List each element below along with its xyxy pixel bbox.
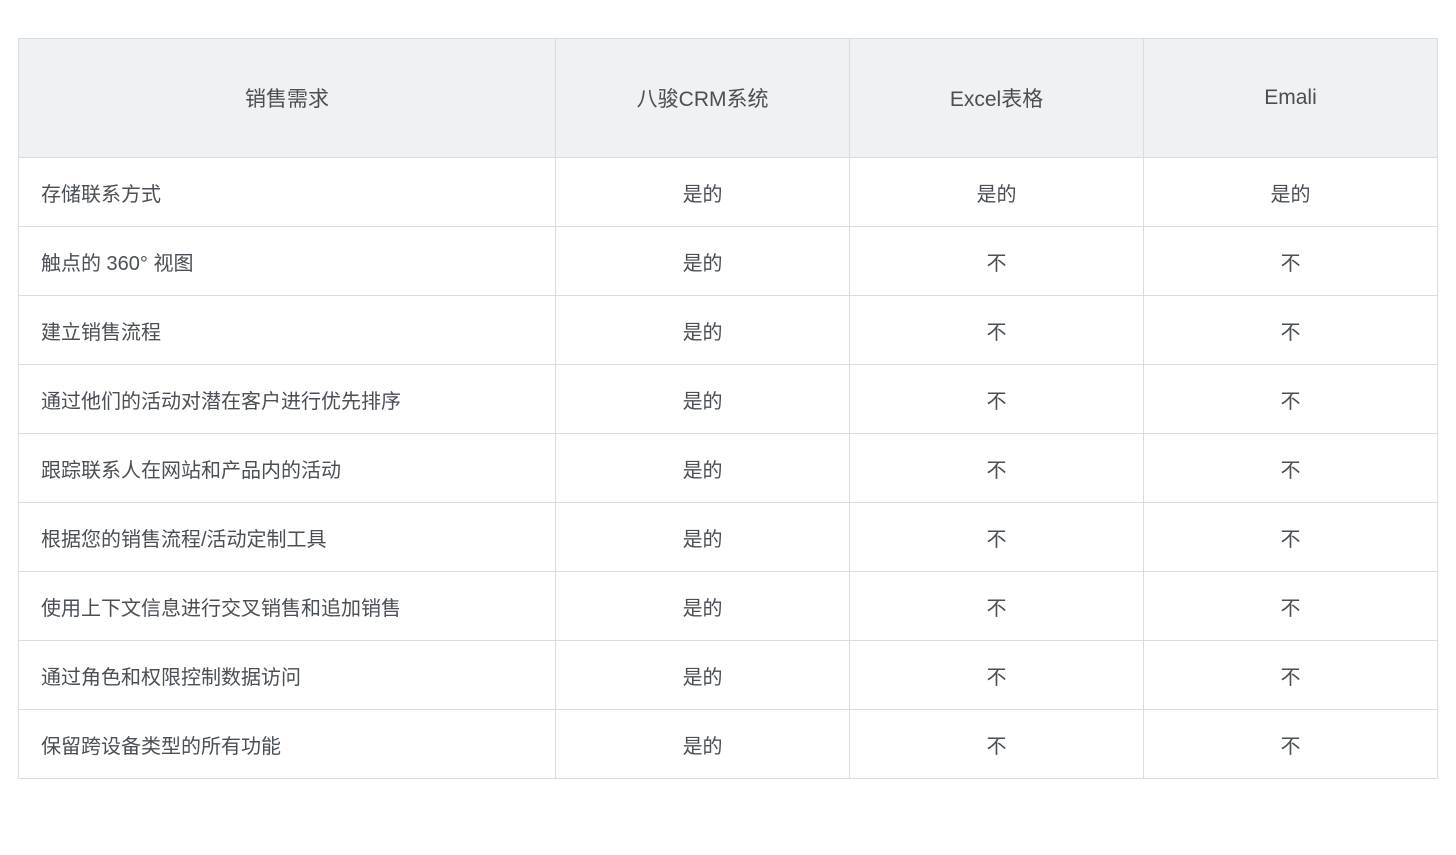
table-row: 保留跨设备类型的所有功能 是的 不 不 — [19, 710, 1438, 779]
cell-feature: 使用上下文信息进行交叉销售和追加销售 — [19, 572, 556, 641]
table-row: 通过角色和权限控制数据访问 是的 不 不 — [19, 641, 1438, 710]
table-header-row: 销售需求 八骏CRM系统 Excel表格 Emali — [19, 39, 1438, 158]
table-row: 根据您的销售流程/活动定制工具 是的 不 不 — [19, 503, 1438, 572]
cell-crm: 是的 — [556, 227, 850, 296]
table-row: 通过他们的活动对潜在客户进行优先排序 是的 不 不 — [19, 365, 1438, 434]
table-row: 建立销售流程 是的 不 不 — [19, 296, 1438, 365]
cell-excel: 是的 — [850, 158, 1144, 227]
cell-email: 是的 — [1144, 158, 1438, 227]
cell-crm: 是的 — [556, 641, 850, 710]
cell-excel: 不 — [850, 503, 1144, 572]
cell-email: 不 — [1144, 503, 1438, 572]
header-excel: Excel表格 — [850, 39, 1144, 158]
cell-email: 不 — [1144, 365, 1438, 434]
cell-excel: 不 — [850, 296, 1144, 365]
header-feature: 销售需求 — [19, 39, 556, 158]
cell-feature: 保留跨设备类型的所有功能 — [19, 710, 556, 779]
cell-feature: 存储联系方式 — [19, 158, 556, 227]
cell-crm: 是的 — [556, 158, 850, 227]
cell-email: 不 — [1144, 434, 1438, 503]
cell-feature: 触点的 360° 视图 — [19, 227, 556, 296]
cell-feature: 通过他们的活动对潜在客户进行优先排序 — [19, 365, 556, 434]
cell-crm: 是的 — [556, 503, 850, 572]
cell-excel: 不 — [850, 710, 1144, 779]
cell-email: 不 — [1144, 227, 1438, 296]
cell-excel: 不 — [850, 641, 1144, 710]
cell-crm: 是的 — [556, 365, 850, 434]
cell-crm: 是的 — [556, 434, 850, 503]
cell-email: 不 — [1144, 641, 1438, 710]
header-email: Emali — [1144, 39, 1438, 158]
table-header: 销售需求 八骏CRM系统 Excel表格 Emali — [19, 39, 1438, 158]
cell-excel: 不 — [850, 365, 1144, 434]
header-crm: 八骏CRM系统 — [556, 39, 850, 158]
cell-feature: 通过角色和权限控制数据访问 — [19, 641, 556, 710]
table-row: 跟踪联系人在网站和产品内的活动 是的 不 不 — [19, 434, 1438, 503]
cell-crm: 是的 — [556, 572, 850, 641]
table-row: 存储联系方式 是的 是的 是的 — [19, 158, 1438, 227]
table-body: 存储联系方式 是的 是的 是的 触点的 360° 视图 是的 不 不 建立销售流… — [19, 158, 1438, 779]
comparison-table: 销售需求 八骏CRM系统 Excel表格 Emali 存储联系方式 是的 是的 … — [18, 38, 1438, 779]
cell-email: 不 — [1144, 296, 1438, 365]
table-row: 触点的 360° 视图 是的 不 不 — [19, 227, 1438, 296]
cell-email: 不 — [1144, 710, 1438, 779]
cell-feature: 根据您的销售流程/活动定制工具 — [19, 503, 556, 572]
cell-crm: 是的 — [556, 296, 850, 365]
cell-feature: 建立销售流程 — [19, 296, 556, 365]
cell-email: 不 — [1144, 572, 1438, 641]
cell-feature: 跟踪联系人在网站和产品内的活动 — [19, 434, 556, 503]
cell-excel: 不 — [850, 227, 1144, 296]
cell-excel: 不 — [850, 572, 1144, 641]
cell-excel: 不 — [850, 434, 1144, 503]
table-row: 使用上下文信息进行交叉销售和追加销售 是的 不 不 — [19, 572, 1438, 641]
cell-crm: 是的 — [556, 710, 850, 779]
